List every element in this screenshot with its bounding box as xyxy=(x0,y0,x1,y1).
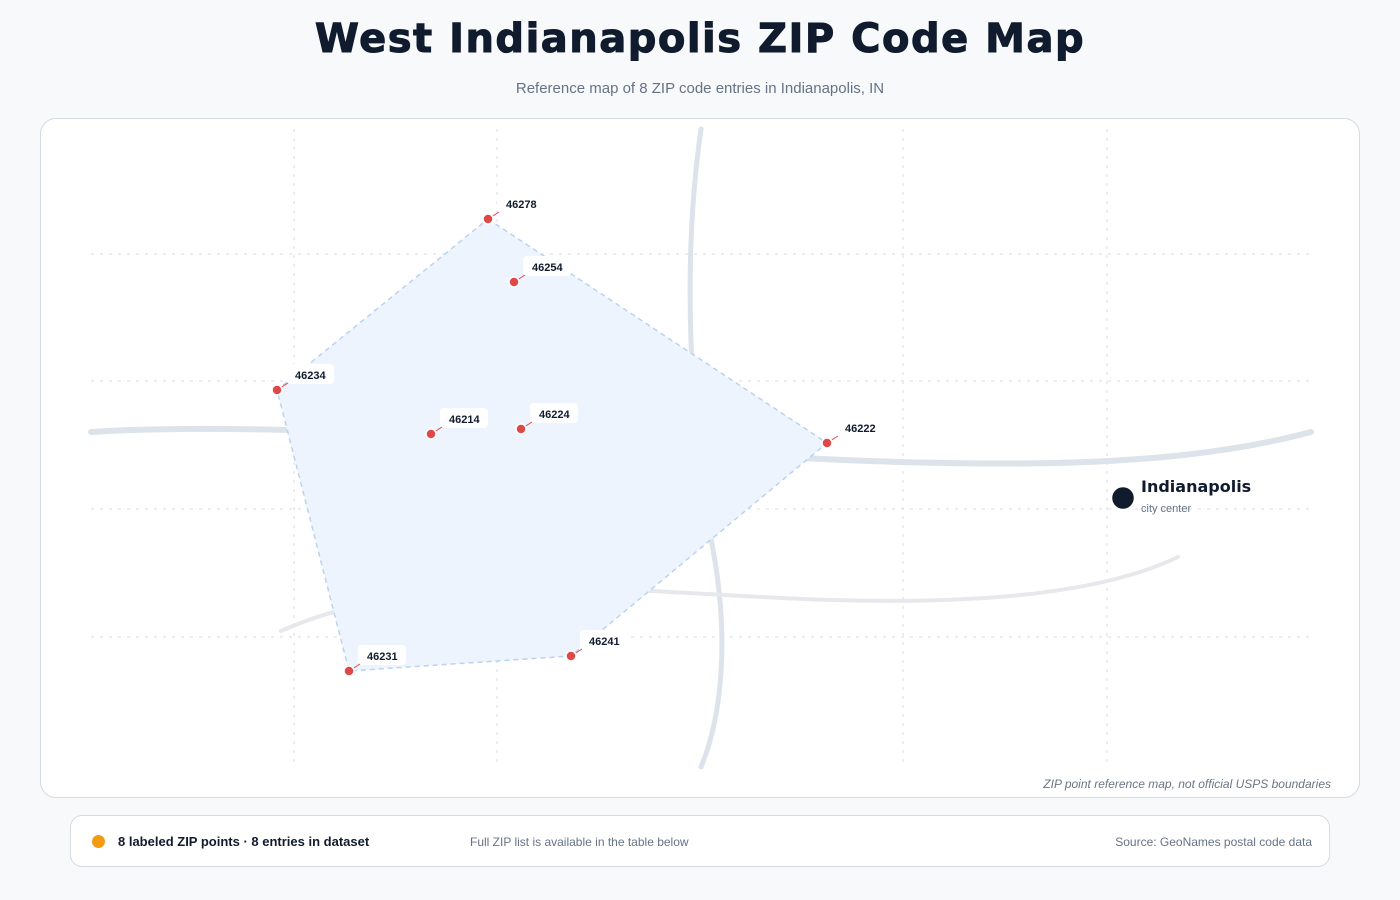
zip-point-marker[interactable] xyxy=(515,423,527,435)
zip-label: 46222 xyxy=(845,423,876,435)
zip-point-46278[interactable]: 46278 xyxy=(482,193,545,225)
zip-label: 46214 xyxy=(449,414,480,426)
map-canvas[interactable]: 46278 46254 46234 46214 xyxy=(41,119,1359,797)
zip-label-bg xyxy=(497,193,545,213)
zip-point-marker[interactable] xyxy=(565,650,577,662)
zip-point-marker[interactable] xyxy=(482,213,494,225)
legend-count-text: 8 labeled ZIP points · 8 entries in data… xyxy=(118,834,370,849)
zip-label-bg xyxy=(523,256,571,276)
zip-label-bg xyxy=(286,364,334,384)
zip-label-bg xyxy=(580,630,628,650)
zip-point-46231[interactable]: 46231 xyxy=(343,645,406,677)
zip-point-46241[interactable]: 46241 xyxy=(565,630,628,662)
page-title: West Indianapolis ZIP Code Map xyxy=(314,16,1086,63)
city-sublabel: city center xyxy=(1141,503,1191,515)
map-disclaimer: ZIP point reference map, not official US… xyxy=(1043,777,1331,791)
zip-point-marker[interactable] xyxy=(425,428,437,440)
zip-point-marker[interactable] xyxy=(508,276,520,288)
city-name-label: Indianapolis xyxy=(1141,477,1251,496)
page-subtitle: Reference map of 8 ZIP code entries in I… xyxy=(515,80,885,97)
zip-label: 46224 xyxy=(539,409,570,421)
legend-source-text: Source: GeoNames postal code data xyxy=(1115,835,1312,849)
map-panel[interactable]: 46278 46254 46234 46214 xyxy=(40,118,1360,798)
zip-label: 46231 xyxy=(367,651,398,663)
zip-label-bg xyxy=(358,645,406,665)
city-pin-icon[interactable] xyxy=(1109,484,1137,512)
legend-dot-icon xyxy=(92,835,105,848)
zip-label: 46254 xyxy=(532,262,563,274)
zip-point-marker[interactable] xyxy=(821,437,833,449)
legend-note-text: Full ZIP list is available in the table … xyxy=(470,835,689,849)
zip-point-46224[interactable]: 46224 xyxy=(515,403,578,435)
zip-point-46214[interactable]: 46214 xyxy=(425,408,488,440)
zip-label: 46234 xyxy=(295,370,326,382)
zip-point-46254[interactable]: 46254 xyxy=(508,256,571,288)
zip-label-bg xyxy=(530,403,578,423)
zip-point-marker[interactable] xyxy=(343,665,355,677)
zip-label-bg xyxy=(836,417,884,437)
zip-point-46234[interactable]: 46234 xyxy=(271,364,334,396)
zip-label-bg xyxy=(440,408,488,428)
legend-bar: 8 labeled ZIP points · 8 entries in data… xyxy=(70,815,1330,867)
zip-coverage-area xyxy=(276,218,829,672)
zip-point-marker[interactable] xyxy=(271,384,283,396)
zip-label: 46241 xyxy=(589,636,620,648)
city-center-marker[interactable]: Indianapolis city center xyxy=(1109,477,1251,515)
zip-point-46222[interactable]: 46222 xyxy=(821,417,884,449)
zip-label: 46278 xyxy=(506,199,537,211)
